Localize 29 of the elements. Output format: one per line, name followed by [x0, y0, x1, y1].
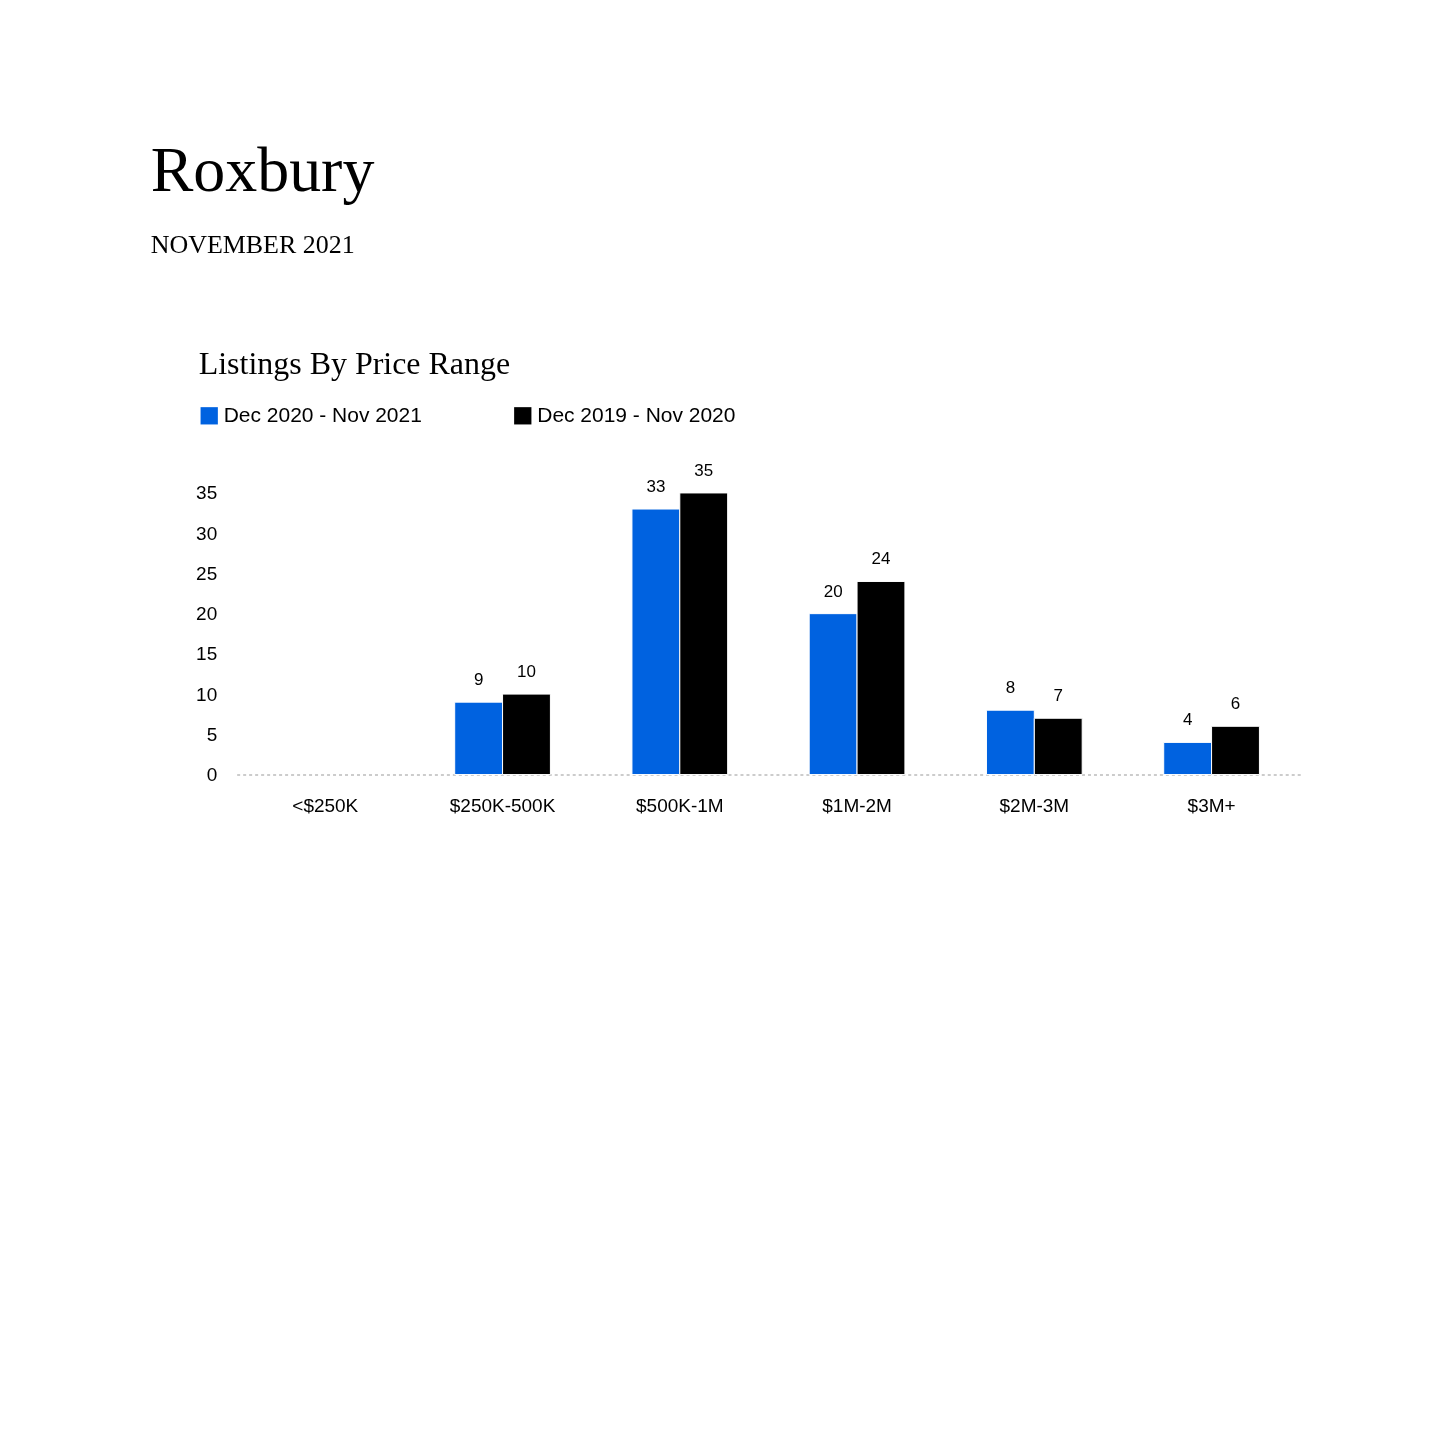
- chart-subtitle: NOVEMBER 2021: [150, 230, 355, 260]
- x-tick-label: $250K-500K: [449, 795, 556, 817]
- x-tick-label: <$250K: [292, 795, 359, 817]
- x-tick-label: $2M-3M: [999, 795, 1070, 817]
- data-label: 4: [1182, 710, 1193, 730]
- y-tick-label: 20: [196, 603, 218, 625]
- data-label: 33: [646, 477, 666, 497]
- y-tick-label: 0: [206, 764, 218, 786]
- data-label: 24: [871, 549, 891, 569]
- data-label: 20: [823, 581, 843, 601]
- x-tick-label: $1M-2M: [822, 795, 892, 817]
- y-tick-label: 35: [196, 482, 218, 504]
- y-tick-label: 15: [196, 643, 218, 665]
- y-tick-label: 5: [206, 723, 218, 745]
- data-label: 10: [517, 662, 536, 682]
- y-tick-label: 30: [196, 522, 218, 544]
- x-tick-label: $3M+: [1187, 795, 1236, 817]
- legend-label: Dec 2019 - Nov 2020: [537, 402, 736, 426]
- data-label: 8: [1005, 678, 1016, 698]
- legend-label: Dec 2020 - Nov 2021: [223, 402, 422, 426]
- data-label: 7: [1053, 686, 1063, 706]
- y-tick-label: 10: [196, 683, 218, 705]
- data-label: 35: [694, 460, 714, 480]
- chart-title: Roxbury: [150, 134, 375, 206]
- x-tick-label: $500K-1M: [636, 795, 724, 817]
- data-label: 9: [473, 670, 484, 690]
- y-tick-label: 25: [196, 562, 218, 584]
- data-label: 6: [1230, 694, 1241, 714]
- text: Listings By Price Range: [198, 346, 511, 382]
